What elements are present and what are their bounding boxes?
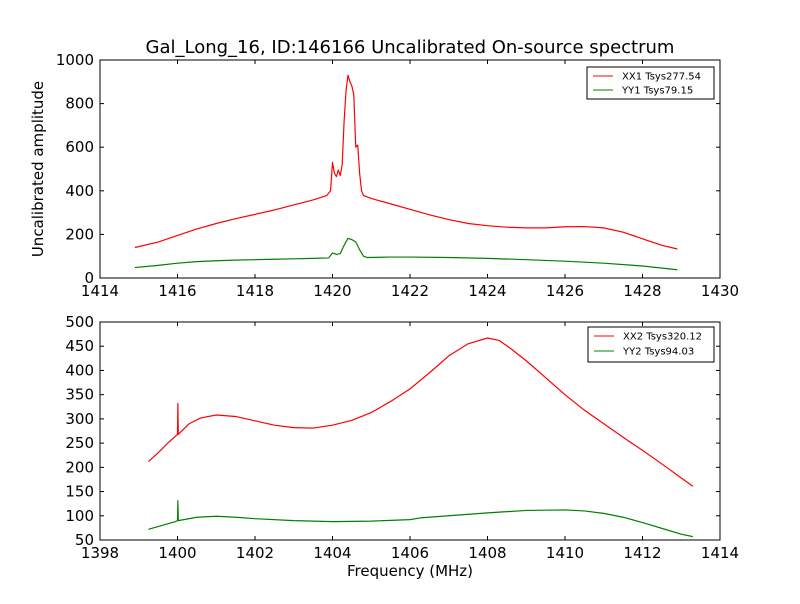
top-y-tick-label: 1000 — [56, 51, 94, 69]
bottom-legend-box — [587, 326, 715, 363]
bottom-x-tick-label: 1404 — [313, 544, 351, 562]
top-y-tick-label: 800 — [65, 95, 94, 113]
bottom-y-tick-label: 50 — [75, 531, 94, 549]
top-y-tick-label: 0 — [84, 269, 94, 287]
bottom-y-tick-label: 500 — [65, 313, 94, 331]
bottom-x-tick-label: 1402 — [236, 544, 274, 562]
bottom-series-layer — [148, 337, 694, 538]
top-y-tick-label: 600 — [65, 138, 94, 156]
bottom-y-tick-label: 300 — [65, 410, 94, 428]
bottom-panel: 1398 1400 1402 1404 1406 1408 1410 1412 1414 50 10… — [65, 313, 739, 562]
bottom-x-tick-label: 1398 — [81, 544, 119, 562]
bottom-series-line-2 — [148, 500, 693, 538]
top-legend-box — [586, 66, 715, 100]
top-x-tick-label: 1426 — [546, 282, 584, 300]
legend-label-yy2: YY2 Tsys94.03 — [622, 347, 694, 358]
top-x-tick-label: 1414 — [81, 282, 119, 300]
top-series-line-2 — [134, 237, 678, 271]
bottom-y-tick-label: 100 — [65, 507, 94, 525]
top-x-tick-label: 1422 — [391, 282, 429, 300]
top-panel: 1414 1416 1418 1420 1422 1424 1426 1428 1430 0 200… — [56, 51, 739, 300]
top-y-tick-label: 200 — [65, 225, 94, 243]
top-x-tick-label: 1430 — [701, 282, 739, 300]
bottom-y-tick-label: 450 — [65, 337, 94, 355]
top-legend: XX1 Tsys277.54 YY1 Tsys79.15 — [586, 66, 715, 100]
legend-label-yy1: YY1 Tsys79.15 — [621, 86, 693, 97]
bottom-y-tick-label: 250 — [65, 434, 94, 452]
bottom-x-tick-label: 1400 — [158, 544, 196, 562]
bottom-x-tick-label: 1406 — [391, 544, 429, 562]
legend-label-xx1: XX1 Tsys277.54 — [622, 72, 701, 83]
top-series-layer — [134, 74, 678, 271]
top-y-axis-label: Uncalibrated amplitude — [29, 81, 47, 257]
bottom-x-tick-label: 1414 — [701, 544, 739, 562]
top-series-line-1 — [134, 74, 678, 250]
top-x-tick-label: 1418 — [236, 282, 274, 300]
bottom-x-tick-label: 1408 — [468, 544, 506, 562]
legend-label-xx2: XX2 Tsys320.12 — [623, 332, 702, 343]
top-ticks-layer: 1414 1416 1418 1420 1422 1424 1426 1428 1430 0 200… — [56, 51, 739, 300]
top-x-tick-label: 1428 — [623, 282, 661, 300]
bottom-x-tick-label: 1410 — [546, 544, 584, 562]
chart-title: Gal_Long_16, ID:146166 Uncalibrated On-s… — [146, 37, 675, 58]
bottom-y-tick-label: 200 — [65, 458, 94, 476]
bottom-y-tick-label: 400 — [65, 361, 94, 379]
top-x-tick-label: 1420 — [313, 282, 351, 300]
bottom-x-axis-label: Frequency (MHz) — [347, 562, 473, 580]
bottom-ticks-layer: 1398 1400 1402 1404 1406 1408 1410 1412 1414 50 10… — [65, 313, 739, 562]
top-x-tick-label: 1424 — [468, 282, 506, 300]
top-y-tick-label: 400 — [65, 182, 94, 200]
bottom-x-tick-label: 1412 — [623, 544, 661, 562]
bottom-series-line-1 — [148, 337, 694, 487]
bottom-legend: XX2 Tsys320.12 YY2 Tsys94.03 — [587, 326, 715, 363]
top-x-tick-label: 1416 — [158, 282, 196, 300]
bottom-y-tick-label: 350 — [65, 386, 94, 404]
bottom-y-tick-label: 150 — [65, 483, 94, 501]
